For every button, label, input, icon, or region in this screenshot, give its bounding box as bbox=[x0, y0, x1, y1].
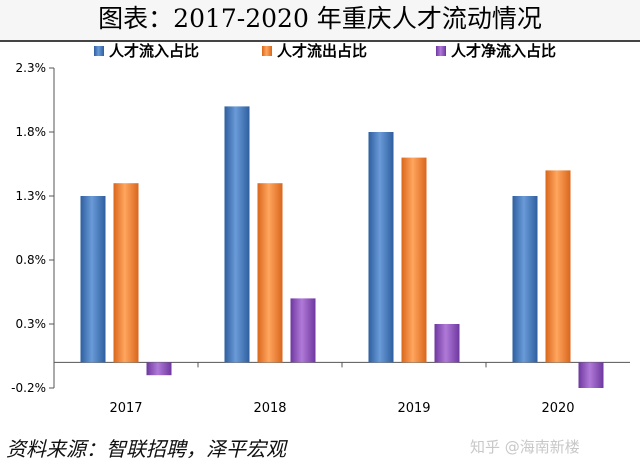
x-tick-label: 2017 bbox=[109, 401, 142, 416]
bar-2020-2 bbox=[578, 362, 604, 388]
y-tick-label: -0.2% bbox=[11, 381, 46, 395]
x-axis-labels: 2017 2018 2019 2020 bbox=[109, 401, 574, 416]
bar-2019-0 bbox=[368, 132, 394, 363]
bar-2019-2 bbox=[434, 324, 460, 363]
y-tick-label: 1.3% bbox=[16, 189, 47, 203]
y-tick-label: 2.3% bbox=[16, 61, 47, 75]
y-tick-label: 1.8% bbox=[16, 125, 47, 139]
chart-legend: 人才流入占比 人才流出占比 人才净流入占比 bbox=[94, 42, 556, 60]
legend-swatch bbox=[436, 46, 446, 56]
bar-2017-2 bbox=[146, 362, 172, 376]
legend-label: 人才净流入占比 bbox=[451, 42, 556, 60]
watermark: 知乎 @海南新楼 bbox=[470, 438, 580, 456]
bar-2017-0 bbox=[80, 196, 106, 363]
legend-swatch bbox=[94, 46, 104, 56]
y-tick-label: 0.8% bbox=[16, 253, 47, 267]
bar-chart: 人才流入占比 人才流出占比 人才净流入占比 2017 2018 2019 2020 -0.… bbox=[11, 42, 630, 416]
bar-2020-1 bbox=[545, 170, 571, 363]
x-tick-label: 2018 bbox=[253, 401, 286, 416]
y-axis-labels: -0.2% 0.3% 0.8% 1.3% 1.8% 2.3% bbox=[11, 61, 46, 395]
bar-2018-0 bbox=[224, 106, 250, 363]
bar-2019-1 bbox=[401, 157, 427, 363]
legend-label: 人才流出占比 bbox=[277, 42, 367, 60]
bar-2017-1 bbox=[113, 183, 139, 363]
legend-swatch bbox=[262, 46, 272, 56]
bar-2018-1 bbox=[257, 183, 283, 363]
y-tick-label: 0.3% bbox=[16, 317, 47, 331]
chart-bars bbox=[80, 106, 604, 388]
x-tick-label: 2019 bbox=[397, 401, 430, 416]
source-note: 资料来源：智联招聘，泽平宏观 bbox=[6, 437, 286, 461]
bar-2018-2 bbox=[290, 298, 316, 363]
legend-label: 人才流入占比 bbox=[109, 42, 199, 60]
bar-2020-0 bbox=[512, 196, 538, 363]
x-tick-label: 2020 bbox=[541, 401, 574, 416]
chart-title: 图表：2017-2020 年重庆人才流动情况 bbox=[0, 0, 640, 42]
